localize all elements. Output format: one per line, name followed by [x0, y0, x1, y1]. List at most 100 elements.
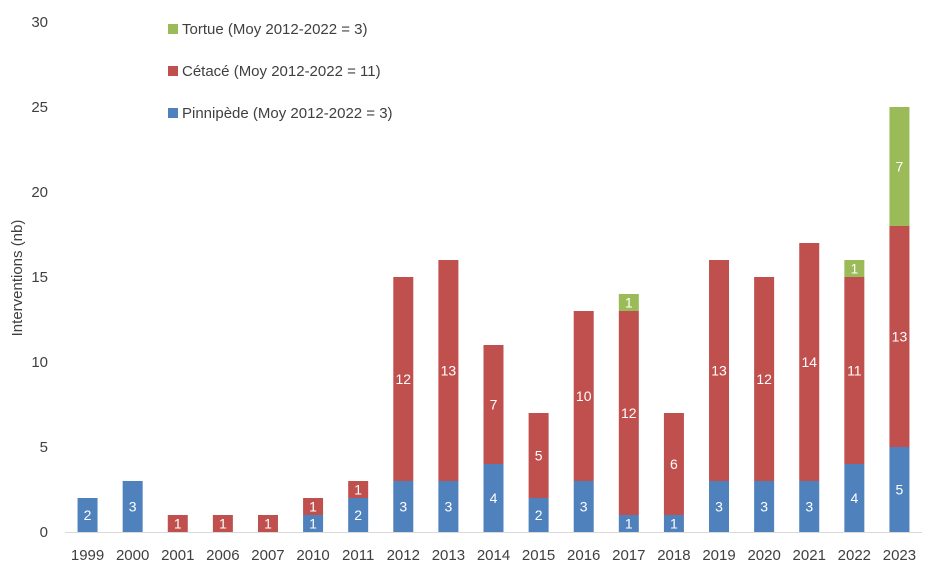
bar-segment — [709, 260, 730, 481]
x-tick-label: 2010 — [296, 547, 329, 564]
bar-segment — [528, 413, 549, 498]
data-label: 1 — [264, 516, 272, 532]
data-label: 6 — [670, 456, 678, 472]
y-axis-title: Interventions (nb) — [9, 220, 26, 337]
bars: 231 1 1 11213123134725310112116313312314411… — [77, 107, 910, 532]
data-label: 1 — [625, 295, 633, 311]
data-label: 7 — [896, 159, 904, 175]
data-label: 13 — [441, 363, 457, 379]
bar-segment — [799, 243, 820, 481]
x-tick-label: 2023 — [883, 547, 916, 564]
bar-segment — [889, 107, 910, 226]
x-tick-label: 2020 — [747, 547, 780, 564]
bar-segment — [844, 260, 865, 277]
data-label: 2 — [354, 507, 362, 523]
bar-segment — [348, 498, 369, 532]
data-label: 3 — [444, 499, 452, 515]
data-label: 1 — [354, 482, 362, 498]
bar-segment — [709, 481, 730, 532]
bar-segment — [483, 464, 504, 532]
data-label: 2 — [535, 507, 543, 523]
data-label: 1 — [625, 516, 633, 532]
x-tick-label: 2015 — [522, 547, 555, 564]
bar-segment — [754, 481, 775, 532]
legend-label: Tortue (Moy 2012-2022 = 3) — [182, 21, 368, 38]
data-label: 11 — [847, 363, 862, 379]
y-tick-label: 25 — [31, 99, 48, 116]
x-tick-label: 2011 — [342, 547, 374, 564]
y-axis: 0 5 10 15 20 25 30 — [31, 14, 48, 541]
data-label: 1 — [219, 516, 227, 532]
data-label: 1 — [850, 261, 858, 277]
y-tick-label: 20 — [31, 184, 48, 201]
bar-segment — [844, 277, 865, 464]
bar-segment — [438, 481, 459, 532]
y-tick-label: 15 — [31, 269, 48, 286]
bar-segment — [618, 515, 639, 532]
bar-segment — [257, 515, 278, 532]
x-tick-label: 2006 — [206, 547, 239, 564]
data-label: 1 — [309, 499, 317, 515]
data-label: 3 — [399, 499, 407, 515]
x-tick-label: 1999 — [71, 547, 104, 564]
bar-segment — [889, 447, 910, 532]
x-tick-label: 2022 — [838, 547, 871, 564]
bar-segment — [799, 481, 820, 532]
bar-segment — [573, 481, 594, 532]
data-label: 2 — [84, 507, 92, 523]
x-tick-label: 2007 — [251, 547, 284, 564]
bar-segment — [663, 413, 684, 515]
data-label: 5 — [535, 448, 543, 464]
data-label: 12 — [756, 371, 772, 387]
x-tick-label: 2001 — [161, 547, 194, 564]
legend-swatch — [168, 66, 178, 76]
data-label: 3 — [129, 499, 137, 515]
data-label: 14 — [801, 354, 817, 370]
bar-segment — [844, 464, 865, 532]
data-label: 4 — [850, 490, 858, 506]
y-tick-label: 10 — [31, 354, 48, 371]
bar-segment — [393, 277, 414, 481]
bar-segment — [483, 345, 504, 464]
data-label: 7 — [490, 397, 498, 413]
data-label: 1 — [670, 516, 678, 532]
legend-swatch — [168, 108, 178, 118]
bar-segment — [122, 481, 143, 532]
data-label: 1 — [174, 516, 182, 532]
x-tick-label: 2021 — [793, 547, 826, 564]
data-label: 3 — [715, 499, 723, 515]
x-tick-label: 2000 — [116, 547, 149, 564]
data-label: 10 — [576, 388, 592, 404]
x-tick-label: 2019 — [702, 547, 735, 564]
data-label: 3 — [580, 499, 588, 515]
data-label: 13 — [711, 363, 727, 379]
bar-segment — [303, 515, 324, 532]
x-tick-label: 2017 — [612, 547, 645, 564]
bar-segment — [393, 481, 414, 532]
bar-segment — [167, 515, 188, 532]
bar-segment — [573, 311, 594, 481]
x-tick-label: 2012 — [387, 547, 420, 564]
x-tick-label: 2016 — [567, 547, 600, 564]
x-tick-label: 2018 — [657, 547, 690, 564]
bar-segment — [663, 515, 684, 532]
x-axis: 1999 2000 2001 2006 2007 2010 2011 2012 2013 2014… — [65, 532, 922, 564]
data-label: 3 — [805, 499, 813, 515]
y-tick-label: 30 — [31, 14, 48, 31]
legend-label: Cétacé (Moy 2012-2022 = 11) — [182, 63, 381, 80]
x-tick-label: 2013 — [432, 547, 465, 564]
y-tick-label: 0 — [40, 524, 48, 541]
bar-segment — [754, 277, 775, 481]
data-label: 12 — [396, 371, 412, 387]
data-label: 12 — [621, 405, 637, 421]
data-label: 1 — [309, 516, 317, 532]
bar-segment — [528, 498, 549, 532]
legend: Tortue (Moy 2012-2022 = 3) Cétacé (Moy 20… — [168, 21, 393, 122]
data-label: 13 — [892, 329, 908, 345]
bar-segment — [348, 481, 369, 498]
legend-label: Pinnipède (Moy 2012-2022 = 3) — [182, 105, 393, 122]
bar-segment — [212, 515, 233, 532]
data-label: 4 — [490, 490, 498, 506]
x-tick-label: 2014 — [477, 547, 510, 564]
